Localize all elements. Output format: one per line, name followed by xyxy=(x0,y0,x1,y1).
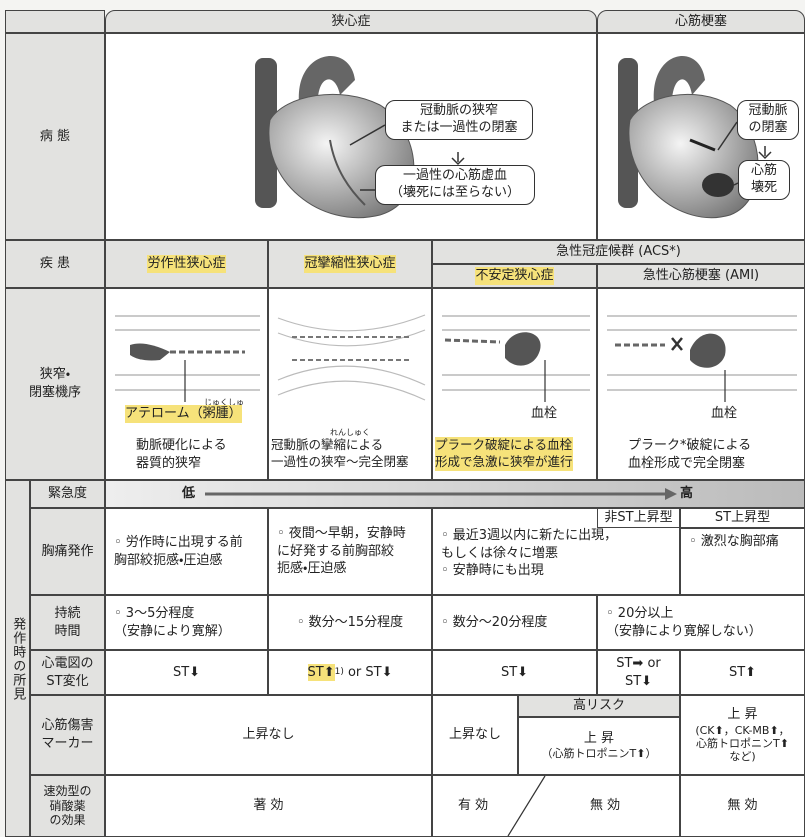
row-label: 胸痛発作 xyxy=(30,508,105,595)
cell: ◦ 20分以上 （安静により寛解しない） xyxy=(597,595,805,650)
callout: 冠動脈の狭窄 または一過性の閉塞 xyxy=(385,100,533,140)
cell: ST⬇ xyxy=(432,650,597,695)
col-header: 狭心症 xyxy=(105,10,597,33)
cell: 急性冠症候群 (ACS*) xyxy=(432,240,805,264)
label: 血栓 xyxy=(531,406,558,421)
row-label: 疾 患 xyxy=(5,240,105,288)
urgency-bar xyxy=(105,480,805,508)
row-label: 心筋傷害 マーカー xyxy=(30,695,105,775)
row-label: 病 態 xyxy=(5,33,105,240)
disease: 不安定狭心症 xyxy=(475,267,554,285)
cell: ◦ 激烈な胸部痛 xyxy=(680,528,805,595)
ecg-text: ST⬆ xyxy=(307,663,335,682)
description: プラーク*破綻による 血栓形成で完全閉塞 xyxy=(628,438,752,471)
bullet: ◦ 最近3週以内に新たに出現， もしくは徐々に増悪 xyxy=(441,528,618,561)
description: プラーク破綻による血栓 形成で急激に狭窄が進行 xyxy=(435,437,573,471)
disease: 労作性狭心症 xyxy=(147,255,226,273)
cell: ◦ 数分～20分程度 xyxy=(432,595,597,650)
cell: 上 昇（心筋トロポニンT⬆） xyxy=(518,717,680,775)
nitrate-text: 無 効 xyxy=(590,798,621,813)
urgency-high: 高 xyxy=(680,486,694,501)
cell: ◦ 労作時に出現する前 胸部絞扼感・圧迫感 xyxy=(105,508,268,595)
ruby: れんしゅく xyxy=(330,428,370,437)
cell: ◦ 3～5分程度 （安静により寛解） xyxy=(105,595,268,650)
marker-text: 上 昇 xyxy=(727,707,758,723)
callout: 心筋 壊死 xyxy=(738,160,790,200)
cell: 労作性狭心症 xyxy=(105,240,268,288)
urgency-low: 低 xyxy=(182,486,196,501)
col-header: 心筋梗塞 xyxy=(597,10,805,33)
cell xyxy=(432,775,680,837)
label: アテローム（粥腫） xyxy=(125,405,242,423)
callout: 冠動脈 の閉塞 xyxy=(737,100,799,140)
cell: ST⬇ xyxy=(105,650,268,695)
cell: 急性心筋梗塞 (AMI) xyxy=(597,264,805,288)
sub-header: 高リスク xyxy=(518,695,680,717)
ruby: じゅくしゅ xyxy=(204,398,244,407)
cell: ST⬆ 1) or ST⬇ xyxy=(268,650,432,695)
cell: 不安定狭心症 xyxy=(432,264,597,288)
bullet: ◦ 安静時にも出現 xyxy=(441,563,544,579)
description: 冠動脈の攣縮による 一過性の狭窄～完全閉塞 xyxy=(271,437,409,469)
row-label: 持続 時間 xyxy=(30,595,105,650)
marker-note: （心筋トロポニンT⬆） xyxy=(541,747,657,761)
cell: 冠攣縮性狭心症 xyxy=(268,240,432,288)
cell: 上昇なし xyxy=(432,695,518,775)
row-label: 緊急度 xyxy=(30,480,105,508)
sub-header: ST上昇型 xyxy=(680,508,805,528)
callout: 一過性の心筋虚血 （壊死には至らない） xyxy=(375,165,535,205)
row-label: 速効型の 硝酸薬 の効果 xyxy=(30,775,105,837)
row-group-label: 発作時の所見 xyxy=(5,480,30,837)
cell: ◦ 数分～15分程度 xyxy=(268,595,432,650)
cell: 著 効 xyxy=(105,775,432,837)
row-label: 狭窄・ 閉塞機序 xyxy=(5,288,105,480)
cell: 上 昇 (CK⬆，CK-MB⬆， 心筋トロポニンT⬆ など) xyxy=(680,695,805,775)
cell: ST⬆ xyxy=(680,650,805,695)
label: 血栓 xyxy=(711,406,738,421)
marker-note: (CK⬆，CK-MB⬆， 心筋トロポニンT⬆ など) xyxy=(695,723,790,764)
cell: 無 効 xyxy=(680,775,805,837)
marker-text: 上 昇 xyxy=(583,730,615,746)
disease: 冠攣縮性狭心症 xyxy=(304,255,396,273)
row-label: 心電図の ST変化 xyxy=(30,650,105,695)
ecg-text: or ST⬇ xyxy=(343,664,393,680)
corner xyxy=(5,10,105,33)
cell: 上昇なし xyxy=(105,695,432,775)
cell: ◦ 夜間～早朝，安静時 に好発する前胸部絞 扼感・圧迫感 xyxy=(268,508,432,595)
description: 動脈硬化による 器質的狭窄 xyxy=(136,438,227,471)
cell: ST➡ or ST⬇ xyxy=(597,650,680,695)
nitrate-text: 有 効 xyxy=(458,798,489,813)
footnote: 1) xyxy=(334,667,344,678)
sub-header: 非ST上昇型 xyxy=(597,508,680,528)
